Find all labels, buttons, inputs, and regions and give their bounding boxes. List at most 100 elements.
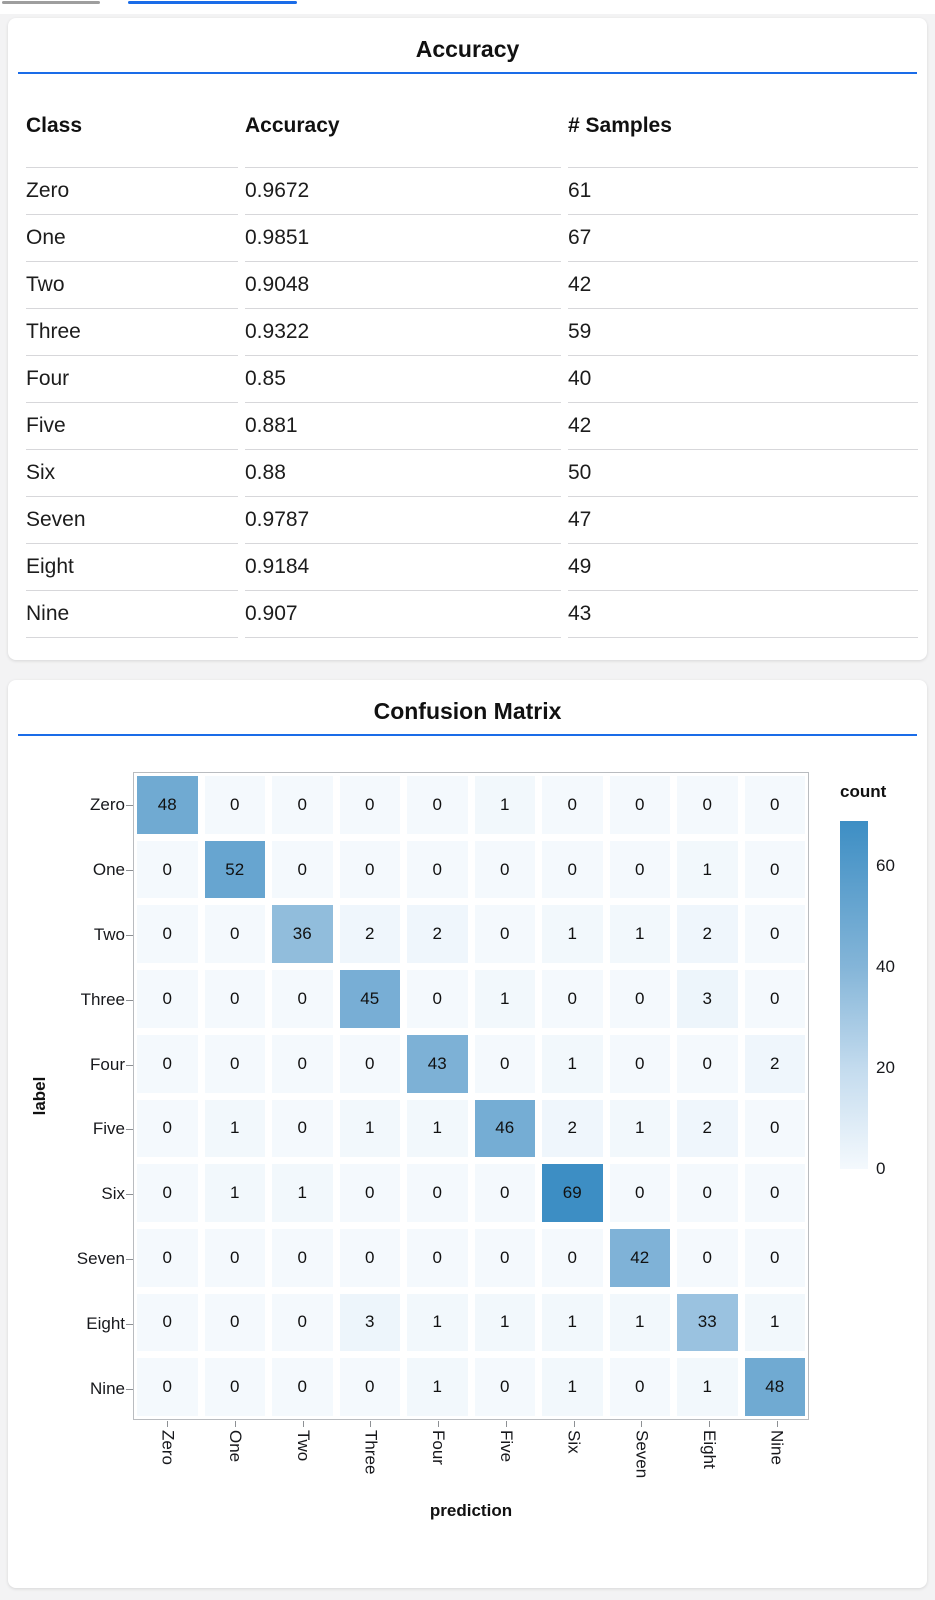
heatmap-cell: 2 — [542, 1099, 603, 1158]
heatmap-cell: 0 — [744, 905, 805, 964]
y-axis-tick — [126, 869, 133, 871]
heatmap-cell: 1 — [542, 905, 603, 964]
heatmap-cell: 0 — [339, 840, 400, 899]
x-axis-tick — [370, 1421, 372, 1427]
heatmap-cell: 0 — [677, 776, 738, 834]
heatmap-cell: 1 — [609, 905, 670, 964]
x-axis-tick — [167, 1421, 169, 1427]
heatmap-cell: 1 — [609, 1099, 670, 1158]
table-row: One 0.9851 67 — [26, 214, 918, 261]
heatmap-cell: 0 — [744, 776, 805, 834]
table-cell: 0.9048 — [245, 261, 561, 308]
table-cell: Three — [26, 308, 238, 355]
heatmap-cell: 0 — [339, 1228, 400, 1287]
heatmap-cell: 0 — [272, 1099, 333, 1158]
heatmap-cell: 1 — [474, 776, 535, 834]
heatmap-cell: 1 — [204, 1164, 265, 1222]
heatmap-cell: 0 — [474, 840, 535, 899]
y-axis-label: Zero — [90, 794, 125, 814]
y-axis-tick — [126, 804, 133, 806]
heatmap-cell: 0 — [339, 1034, 400, 1093]
heatmap-cell: 0 — [137, 1358, 198, 1416]
heatmap-cell: 43 — [407, 1034, 468, 1093]
x-axis-tick — [708, 1421, 710, 1427]
table-row: Seven 0.9787 47 — [26, 496, 918, 543]
x-axis-label: Two — [293, 1430, 313, 1462]
table-row: Four 0.85 40 — [26, 355, 918, 402]
y-axis-label: One — [92, 859, 125, 879]
y-axis-tick — [126, 1194, 133, 1196]
heatmap-plot-area: 48 0 0 0 0 1 0 0 0 0 0 52 0 0 0 0 0 0 1 0 0 0 36 2 2 0 1 1 2 0 0 0 0 45 0 1… — [133, 772, 809, 1420]
heatmap-cell: 1 — [744, 1293, 805, 1352]
table-cell: 50 — [568, 449, 918, 496]
x-axis-tick — [505, 1421, 507, 1427]
x-axis-tick — [641, 1421, 643, 1427]
table-cell: 0.9184 — [245, 543, 561, 590]
x-axis-label: Zero — [158, 1430, 178, 1465]
y-axis-title: label — [30, 1076, 49, 1116]
heatmap-cell: 1 — [542, 1034, 603, 1093]
heatmap-cell: 0 — [204, 970, 265, 1028]
y-axis-label: Three — [80, 989, 125, 1009]
heatmap-cell: 48 — [137, 776, 198, 834]
legend-title: count — [840, 782, 887, 801]
y-axis-label: Eight — [86, 1314, 125, 1334]
table-cell: Zero — [26, 167, 238, 214]
column-header--samples: # Samples — [568, 114, 672, 137]
x-axis-label: Nine — [767, 1430, 787, 1465]
tab-indicator-inactive[interactable] — [2, 1, 100, 4]
accuracy-card: Accuracy Class Accuracy # Samples Zero 0.96… — [8, 18, 927, 660]
heatmap-cell: 33 — [677, 1293, 738, 1352]
confusion-card-title: Confusion Matrix — [373, 698, 562, 724]
heatmap-cell: 3 — [339, 1293, 400, 1352]
heatmap-cell: 0 — [272, 776, 333, 834]
table-cell: Two — [26, 261, 238, 308]
x-axis-label: One — [226, 1430, 246, 1463]
y-axis-label: Six — [101, 1184, 125, 1204]
heatmap-cell: 0 — [137, 1228, 198, 1287]
heatmap-cell: 0 — [137, 1099, 198, 1158]
heatmap-cell: 0 — [407, 840, 468, 899]
heatmap-cell: 0 — [137, 1164, 198, 1222]
heatmap-cell: 0 — [272, 1228, 333, 1287]
y-axis-tick — [126, 1259, 133, 1261]
table-row: Zero 0.9672 61 — [26, 167, 918, 214]
y-axis-tick — [126, 1064, 133, 1066]
heatmap-cell: 1 — [407, 1293, 468, 1352]
heatmap-cell: 0 — [204, 1228, 265, 1287]
accuracy-table: Class Accuracy # Samples Zero 0.9672 61 One 0.… — [19, 88, 925, 638]
heatmap-cell: 0 — [677, 1228, 738, 1287]
heatmap-cell: 0 — [272, 1358, 333, 1416]
legend-tick-label: 40 — [876, 957, 895, 977]
heatmap-cell: 0 — [407, 1164, 468, 1222]
heatmap-cell: 0 — [744, 1228, 805, 1287]
legend-tick-label: 0 — [876, 1159, 886, 1178]
heatmap-cell: 0 — [137, 905, 198, 964]
heatmap-cell: 1 — [474, 1293, 535, 1352]
heatmap-cell: 0 — [542, 840, 603, 899]
table-cell: 0.85 — [245, 355, 561, 402]
heatmap-cell: 0 — [407, 776, 468, 834]
heatmap-cell: 46 — [474, 1099, 535, 1158]
heatmap-cell: 0 — [474, 1228, 535, 1287]
heatmap-cell: 0 — [137, 1034, 198, 1093]
heatmap-cell: 0 — [339, 1164, 400, 1222]
heatmap-cell: 0 — [744, 840, 805, 899]
heatmap-cell: 0 — [609, 970, 670, 1028]
heatmap-cell: 0 — [474, 1034, 535, 1093]
x-axis-tick — [235, 1421, 237, 1427]
heatmap-cell: 1 — [407, 1358, 468, 1416]
table-cell: 42 — [568, 261, 918, 308]
x-axis-tick — [573, 1421, 575, 1427]
column-header-class: Class — [26, 114, 83, 137]
tab-indicator-active[interactable] — [128, 1, 297, 4]
x-axis-label: Four — [429, 1430, 449, 1465]
table-cell: Nine — [26, 590, 238, 638]
x-axis-title: prediction — [429, 1501, 513, 1520]
table-cell: One — [26, 214, 238, 261]
x-axis-tick — [302, 1421, 304, 1427]
heatmap-cell: 1 — [677, 1358, 738, 1416]
confusion-matrix-chart: label 48 0 0 0 0 1 0 0 0 0 0 52 0 0 0 0 0 0 1 0 0 0 36 2 2 0 1 1 2 0 0… — [8, 736, 927, 1586]
heatmap-cell: 1 — [474, 970, 535, 1028]
heatmap-cell: 0 — [609, 1358, 670, 1416]
